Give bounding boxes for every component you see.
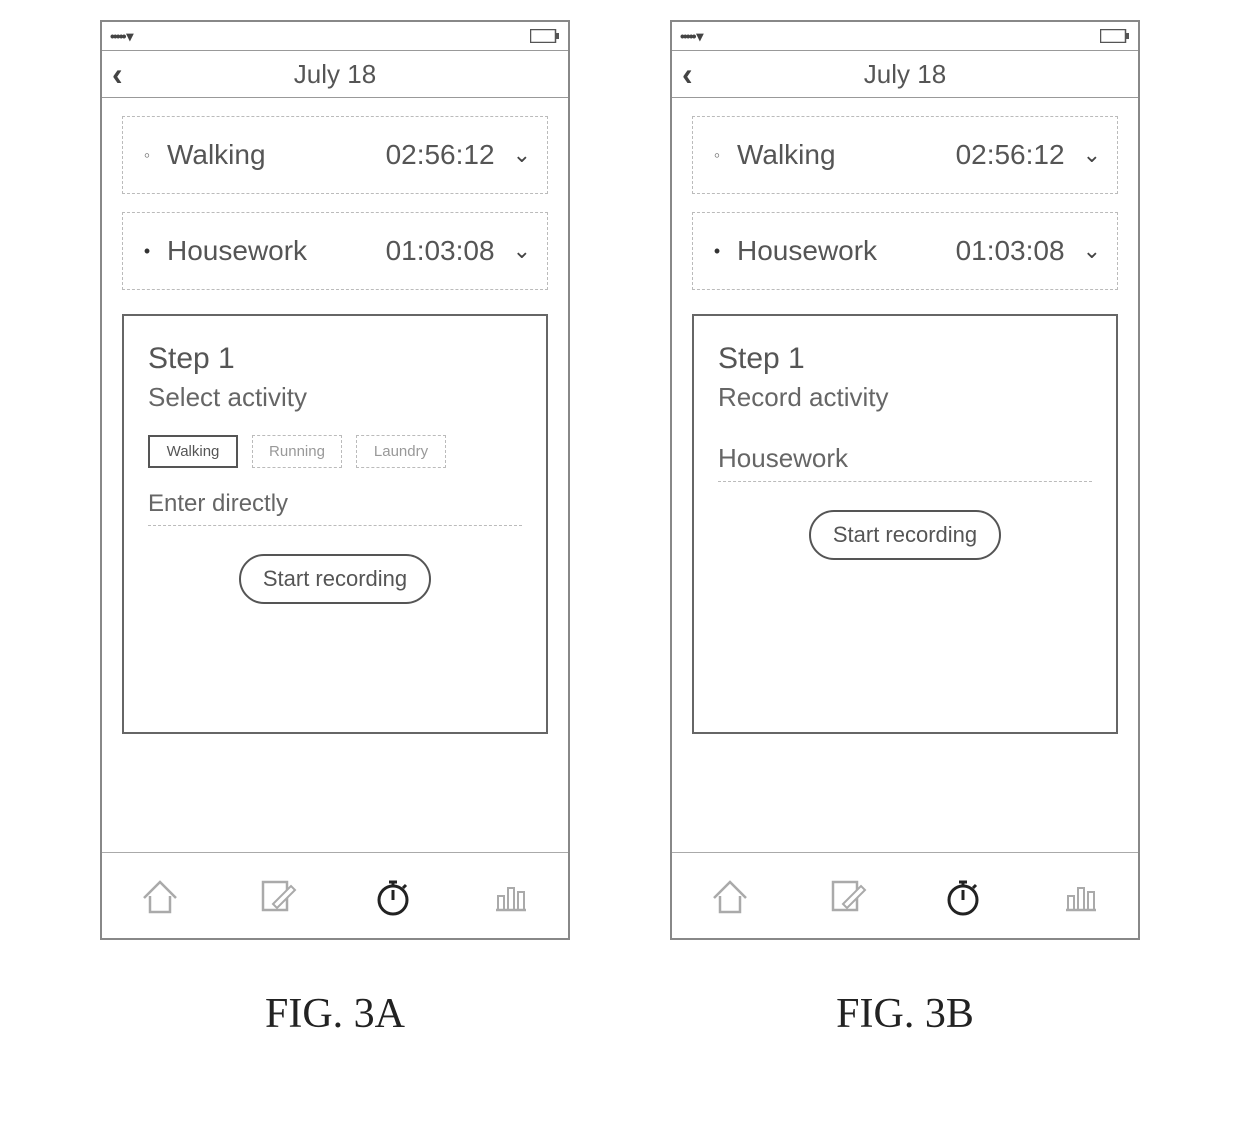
tab-bar <box>102 852 568 938</box>
bullet-icon: ◦ <box>709 147 725 163</box>
step-title: Step 1 <box>148 342 522 376</box>
selected-activity-label: Housework <box>718 443 1092 474</box>
bullet-icon: • <box>709 243 725 259</box>
chevron-down-icon: ⌄ <box>1083 238 1101 264</box>
activity-row-housework[interactable]: • Housework 01:03:08 ⌄ <box>692 212 1118 290</box>
activity-time: 02:56:12 <box>956 139 1065 171</box>
back-button[interactable]: ‹ <box>682 58 712 90</box>
step-panel: Step 1 Record activity Housework Start r… <box>692 314 1118 734</box>
status-bar: ••••• ▾ <box>102 22 568 50</box>
activity-row-walking[interactable]: ◦ Walking 02:56:12 ⌄ <box>692 116 1118 194</box>
stopwatch-icon[interactable] <box>937 870 989 922</box>
signal-icon: ••••• ▾ <box>680 28 701 45</box>
content-area: ◦ Walking 02:56:12 ⌄ • Housework 01:03:0… <box>102 98 568 852</box>
back-button[interactable]: ‹ <box>112 58 142 90</box>
figure-3a: ••••• ▾ ‹ July 18 ◦ Walking 02:56:12 ⌄ •… <box>100 20 570 1038</box>
activity-label: Housework <box>167 235 374 267</box>
input-underline <box>148 524 522 526</box>
signal-icon: ••••• ▾ <box>110 28 131 45</box>
chart-icon[interactable] <box>484 870 536 922</box>
activity-time: 02:56:12 <box>386 139 495 171</box>
page-title: July 18 <box>672 59 1138 90</box>
input-underline <box>718 480 1092 482</box>
battery-icon <box>1100 29 1130 43</box>
step-panel: Step 1 Select activity Walking Running L… <box>122 314 548 734</box>
figure-label: FIG. 3A <box>265 990 405 1038</box>
activity-row-walking[interactable]: ◦ Walking 02:56:12 ⌄ <box>122 116 548 194</box>
nav-bar: ‹ July 18 <box>672 50 1138 98</box>
tab-bar <box>672 852 1138 938</box>
option-walking[interactable]: Walking <box>148 435 238 468</box>
stopwatch-icon[interactable] <box>367 870 419 922</box>
activity-label: Walking <box>167 139 374 171</box>
home-icon[interactable] <box>704 870 756 922</box>
chevron-down-icon: ⌄ <box>513 238 531 264</box>
bullet-icon: ◦ <box>139 147 155 163</box>
start-recording-button[interactable]: Start recording <box>239 554 431 604</box>
edit-icon[interactable] <box>251 870 303 922</box>
bullet-icon: • <box>139 243 155 259</box>
figure-label: FIG. 3B <box>836 990 974 1038</box>
enter-directly-label[interactable]: Enter directly <box>148 490 522 518</box>
battery-icon <box>530 29 560 43</box>
chevron-down-icon: ⌄ <box>1083 142 1101 168</box>
edit-icon[interactable] <box>821 870 873 922</box>
activity-label: Housework <box>737 235 944 267</box>
status-bar: ••••• ▾ <box>672 22 1138 50</box>
page-title: July 18 <box>102 59 568 90</box>
activity-label: Walking <box>737 139 944 171</box>
step-subtitle: Select activity <box>148 382 522 413</box>
chevron-down-icon: ⌄ <box>513 142 531 168</box>
option-running[interactable]: Running <box>252 435 342 468</box>
phone-frame-b: ••••• ▾ ‹ July 18 ◦ Walking 02:56:12 ⌄ •… <box>670 20 1140 940</box>
figure-3b: ••••• ▾ ‹ July 18 ◦ Walking 02:56:12 ⌄ •… <box>670 20 1140 1038</box>
step-title: Step 1 <box>718 342 1092 376</box>
activity-options: Walking Running Laundry <box>148 435 522 468</box>
option-laundry[interactable]: Laundry <box>356 435 446 468</box>
home-icon[interactable] <box>134 870 186 922</box>
activity-time: 01:03:08 <box>386 235 495 267</box>
chart-icon[interactable] <box>1054 870 1106 922</box>
content-area: ◦ Walking 02:56:12 ⌄ • Housework 01:03:0… <box>672 98 1138 852</box>
start-recording-button[interactable]: Start recording <box>809 510 1001 560</box>
nav-bar: ‹ July 18 <box>102 50 568 98</box>
activity-time: 01:03:08 <box>956 235 1065 267</box>
phone-frame-a: ••••• ▾ ‹ July 18 ◦ Walking 02:56:12 ⌄ •… <box>100 20 570 940</box>
activity-row-housework[interactable]: • Housework 01:03:08 ⌄ <box>122 212 548 290</box>
step-subtitle: Record activity <box>718 382 1092 413</box>
